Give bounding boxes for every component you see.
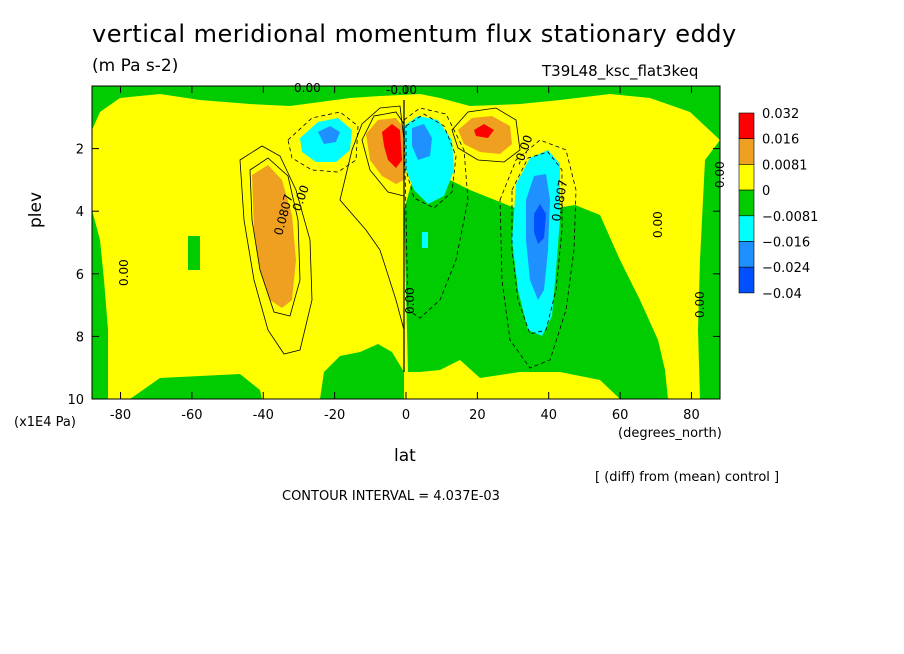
colorbar-swatch [738, 138, 755, 165]
contour-label: 0.00 [713, 161, 727, 188]
x-tick-label: -80 [110, 408, 131, 423]
orange-nh-upper [458, 116, 512, 154]
contour-label: 0.00 [294, 81, 321, 95]
chart-units: (m Pa s-2) [92, 56, 179, 76]
contour-label-group: 0.00 -0.00 0.00 0.00 0.0807 0.00 -0.00 0… [117, 81, 727, 318]
colorbar-label: 0.032 [762, 107, 799, 122]
colorbar-label: −0.04 [762, 287, 802, 302]
colorbar-swatch [738, 215, 755, 242]
chart-title: vertical meridional momentum flux statio… [92, 20, 737, 48]
contour-pos-nh-upper [451, 107, 521, 163]
colorbar-label: −0.024 [762, 261, 810, 276]
x-tick-label: 20 [469, 408, 486, 423]
contour-pos-eq-outer [339, 105, 405, 331]
cyan-eq-min [404, 116, 454, 204]
x-tick-label: 80 [683, 408, 700, 423]
run-label: T39L48_ksc_flat3keq [542, 62, 699, 80]
x-tick-label: 40 [540, 408, 557, 423]
y-axis-label: plev [26, 191, 46, 228]
green-nh-region [404, 160, 668, 399]
plot-frame [91, 85, 721, 400]
orange-sh-max [252, 165, 296, 308]
green-sh-blob [188, 236, 200, 270]
contour-neg-eq-outer [403, 107, 469, 319]
colorbar-label: −0.016 [762, 236, 810, 251]
y-axis: 2 4 6 8 10 [67, 143, 720, 408]
y-tick-label: 8 [76, 330, 84, 345]
x-tick-label: -20 [324, 408, 345, 423]
green-top-band [92, 86, 720, 140]
contour-pos-sh-inner [249, 157, 301, 317]
contour-label: 0.0807 [549, 179, 570, 223]
red-nh-upper [474, 124, 494, 138]
darkblue-nh-min [534, 204, 546, 244]
colorbar-label: −0.0081 [762, 210, 818, 225]
contour-pos-eq-inner [361, 111, 405, 197]
colorbar-label: 0.0081 [762, 158, 808, 173]
contour-pos-sh-outer [239, 145, 313, 355]
x-tick-label: -60 [181, 408, 202, 423]
contour-neg-eq-inner [405, 113, 457, 209]
y-axis-units: (x1E4 Pa) [14, 415, 76, 430]
x-tick-label: 60 [612, 408, 629, 423]
green-right-edge [698, 140, 720, 399]
contour-label: -0.00 [512, 133, 536, 167]
blue-upper-sh [318, 126, 340, 144]
orange-eq-max [366, 118, 404, 184]
contour-label: 0.0807 [271, 193, 295, 237]
contour-label: 0.00 [117, 259, 131, 286]
cyan-nh-min [512, 150, 560, 336]
contour-label: 0.00 [403, 287, 417, 314]
y-tick-label: 4 [76, 205, 84, 220]
colorbar-swatch [738, 241, 755, 268]
blue-eq-min [412, 124, 432, 160]
contour-label: 0.00 [290, 183, 312, 213]
filled-contours [92, 86, 720, 399]
cyan-upper-sh [300, 118, 352, 162]
blue-nh-min [526, 174, 550, 300]
x-axis-units: (degrees_north) [618, 426, 722, 441]
contour-label: 0.00 [651, 211, 665, 238]
x-axis-label: lat [394, 446, 416, 466]
contour-label: 0.00 [693, 291, 707, 318]
red-eq-max [382, 124, 402, 168]
contour-neg-nh-inner [511, 151, 563, 335]
green-bottom-sh [320, 344, 404, 399]
green-sh-left [92, 210, 108, 399]
colorbar-label: 0 [762, 184, 770, 199]
y-tick-label: 2 [76, 143, 84, 158]
green-bottom-sh2 [130, 374, 262, 399]
colorbar-label: 0.016 [762, 133, 799, 148]
contour-neg-nh-outer [499, 139, 577, 369]
x-tick-label: 0 [402, 408, 410, 423]
y-tick-label: 10 [67, 393, 84, 408]
contour-interval: CONTOUR INTERVAL = 4.037E-03 [282, 489, 500, 504]
colorbar-swatch [738, 164, 755, 191]
difference-note: [ (diff) from (mean) control ] [595, 470, 780, 485]
contour-neg-sh-upper [287, 111, 359, 173]
x-tick-label: -40 [253, 408, 274, 423]
colorbar: 0.032 0.016 0.0081 0 −0.0081 −0.016 −0.024 −0.0… [738, 107, 818, 302]
contour-label: -0.00 [386, 83, 417, 97]
background-fill [92, 86, 720, 399]
contour-lines [239, 100, 577, 372]
colorbar-swatch [738, 266, 755, 294]
x-axis: -80 -60 -40 -20 0 20 40 60 80 [110, 86, 700, 423]
cyan-eq-dot [422, 232, 428, 248]
y-tick-label: 6 [76, 268, 84, 283]
colorbar-swatch [738, 112, 755, 140]
colorbar-swatch [738, 189, 755, 217]
